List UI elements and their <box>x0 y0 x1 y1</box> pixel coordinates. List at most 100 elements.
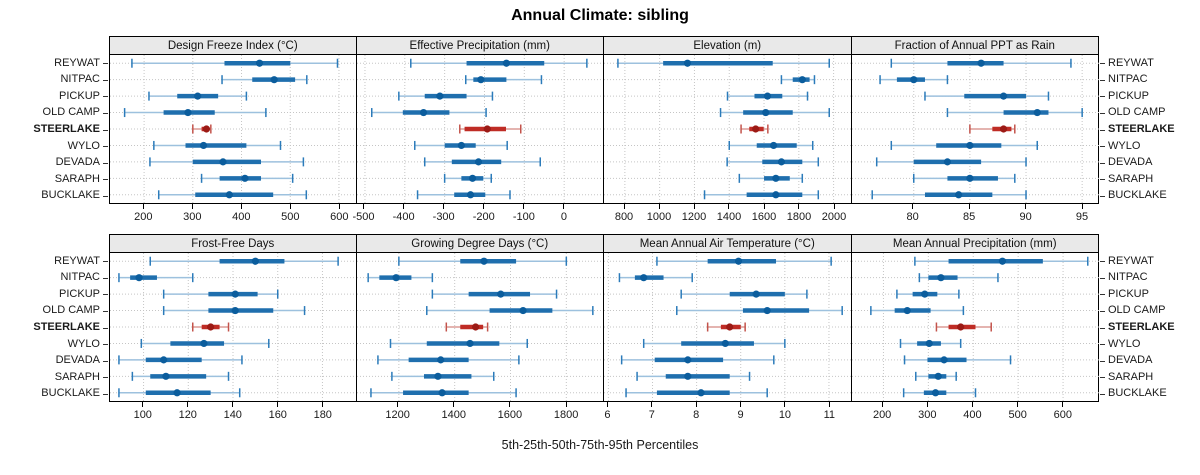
station-row: REYWAT <box>0 55 109 72</box>
x-tick <box>403 204 405 209</box>
panel-strip-label: Effective Precipitation (mm) <box>409 39 550 52</box>
y-tick <box>1100 179 1105 181</box>
interval-glyph <box>416 190 511 200</box>
station-label: STEERLAKE <box>33 321 100 334</box>
station-label: SARAPH <box>1108 172 1154 185</box>
panel-plot <box>355 55 604 204</box>
interval-glyph <box>890 58 1072 68</box>
x-tick-label: 300 <box>183 211 202 223</box>
y-tick <box>1100 310 1105 312</box>
x-tick-label: -400 <box>392 211 415 223</box>
panel-x-axis: 1200 1400 1600 1800 <box>356 402 605 426</box>
station-row: WYLO <box>1099 138 1200 155</box>
interval-glyph <box>642 338 786 348</box>
interval-glyph <box>149 157 305 167</box>
interval-glyph <box>131 371 230 381</box>
station-label: BUCKLAKE <box>1108 189 1167 202</box>
station-row: PICKUP <box>1099 286 1200 303</box>
x-tick <box>1081 204 1083 209</box>
interval-glyph <box>413 140 508 150</box>
interval-glyph <box>157 190 308 200</box>
station-label: NITPAC <box>1108 271 1148 284</box>
interval-glyph <box>464 75 542 85</box>
station-label: OLD CAMP <box>1108 106 1166 119</box>
interval-glyph <box>131 58 339 68</box>
panel-mean-annual-precipitation: Mean Annual Precipitation (mm) 200 300 400… <box>850 234 1099 426</box>
x-tick-label: 1000 <box>646 211 672 223</box>
x-tick <box>828 402 830 407</box>
x-tick <box>1062 402 1064 407</box>
x-tick-label: 2000 <box>821 211 847 223</box>
panel-x-axis: -500 -400 -300 -200 -100 0 <box>353 204 605 228</box>
interval-glyph <box>389 338 528 348</box>
panel-fraction-ppt-rain: Fraction of Annual PPT as Rain 80 85 90 95 <box>850 36 1099 228</box>
station-row: WYLO <box>0 138 109 155</box>
interval-glyph <box>706 322 746 332</box>
station-row: SARAPH <box>1099 369 1200 386</box>
interval-glyph <box>878 75 948 85</box>
interval-glyph <box>968 124 1016 134</box>
interval-glyph <box>780 75 816 85</box>
x-tick-label: -300 <box>432 211 455 223</box>
panel-plot <box>109 55 357 204</box>
panel-growing-degree-days: Growing Degree Days (°C) 1200 1400 1600 180… <box>355 234 605 426</box>
x-tick-label: 1600 <box>497 409 523 421</box>
x-tick-label: 500 <box>281 211 300 223</box>
x-tick-label: 0 <box>560 211 567 223</box>
x-tick-label: 1800 <box>786 211 812 223</box>
panel-strip: Frost-Free Days <box>109 234 357 253</box>
x-tick <box>565 402 567 407</box>
interval-glyph <box>431 289 557 299</box>
y-tick <box>103 129 108 131</box>
y-tick <box>103 393 108 395</box>
panel-strip: Growing Degree Days (°C) <box>355 234 604 253</box>
panel-frost-free-days: Frost-Free Days 100 120 140 160 180 <box>109 234 357 426</box>
panel-plot-canvas <box>604 253 851 401</box>
interval-glyph <box>425 306 594 316</box>
x-tick <box>693 204 695 209</box>
panel-plot-canvas <box>110 253 356 401</box>
y-tick <box>1100 377 1105 379</box>
x-tick-label: 11 <box>823 409 836 421</box>
interval-glyph <box>625 388 768 398</box>
interval-glyph <box>123 108 267 118</box>
x-tick-label: 95 <box>1075 211 1089 223</box>
interval-glyph <box>118 355 243 365</box>
station-row: WYLO <box>1099 336 1200 353</box>
panel-strip: Design Freeze Index (°C) <box>109 36 357 55</box>
x-tick <box>833 204 835 209</box>
interval-glyph <box>703 190 820 200</box>
station-row: STEERLAKE <box>1099 319 1200 336</box>
x-tick <box>142 204 144 209</box>
interval-glyph <box>890 140 1038 150</box>
station-label: STEERLAKE <box>1108 123 1175 136</box>
x-tick <box>523 204 525 209</box>
x-tick <box>338 204 340 209</box>
station-label: SARAPH <box>54 370 100 383</box>
station-row: STEERLAKE <box>1099 121 1200 138</box>
y-tick <box>1100 96 1105 98</box>
station-row: NITPAC <box>0 270 109 287</box>
station-labels-right-top: REYWAT NITPAC PICKUP OLD CAMP STEERLAKE WYLO D… <box>1099 55 1200 204</box>
interval-glyph <box>409 58 588 68</box>
station-label: PICKUP <box>59 287 100 300</box>
panel-x-axis: 800 1000 1200 1400 1600 1800 2000 <box>603 204 852 228</box>
x-tick <box>763 204 765 209</box>
panel-strip-label: Mean Annual Precipitation (mm) <box>892 237 1057 250</box>
interval-glyph <box>918 273 999 283</box>
interval-glyph <box>728 140 814 150</box>
interval-glyph <box>221 75 308 85</box>
panel-x-axis: 200 300 400 500 600 <box>109 204 357 228</box>
interval-glyph <box>370 108 487 118</box>
station-row: SARAPH <box>0 171 109 188</box>
station-row: REYWAT <box>0 253 109 270</box>
panel-strip-label: Growing Degree Days (°C) <box>411 237 549 250</box>
y-tick <box>103 79 108 81</box>
y-tick <box>1100 294 1105 296</box>
y-tick <box>103 360 108 362</box>
interval-glyph <box>397 91 493 101</box>
y-tick <box>103 63 108 65</box>
x-tick-label: 7 <box>648 409 655 421</box>
x-tick <box>728 204 730 209</box>
station-label: DEVADA <box>1108 156 1153 169</box>
